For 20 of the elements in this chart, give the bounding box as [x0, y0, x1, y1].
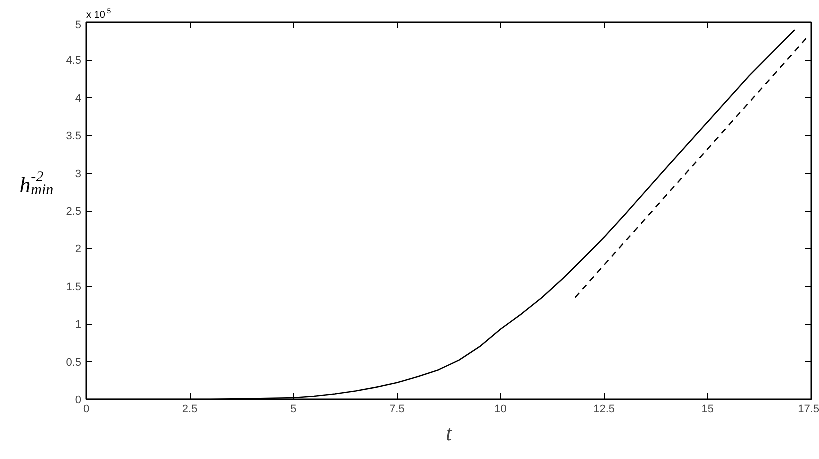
x-tick-label: 10 — [494, 404, 507, 416]
x-tick-label: 0 — [83, 404, 90, 416]
x-tick-label: 17.5 — [798, 404, 819, 416]
y-tick-label: 4.5 — [66, 55, 82, 68]
y-tick-label: 2 — [75, 244, 82, 256]
y-tick-label: 3 — [75, 168, 82, 180]
y-tick-label: 4 — [75, 92, 82, 105]
x-tick-label: 12.5 — [594, 404, 616, 416]
y-tick-label: 1.5 — [66, 281, 82, 294]
x-tick-label: 7.5 — [390, 404, 405, 416]
y-tick-label: 0 — [75, 394, 82, 406]
x-tick-label: 5 — [290, 404, 297, 416]
y-tick-label: 5 — [75, 20, 82, 32]
x-tick-label: 15 — [702, 404, 714, 416]
y-tick-label: 2.5 — [66, 206, 82, 218]
x-axis-title: t — [446, 420, 453, 446]
x-tick-label: 2.5 — [182, 404, 198, 416]
y-tick-label: 1 — [75, 319, 82, 332]
y-tick-label: 3.5 — [66, 130, 82, 143]
y-tick-label: 0.5 — [66, 356, 82, 369]
